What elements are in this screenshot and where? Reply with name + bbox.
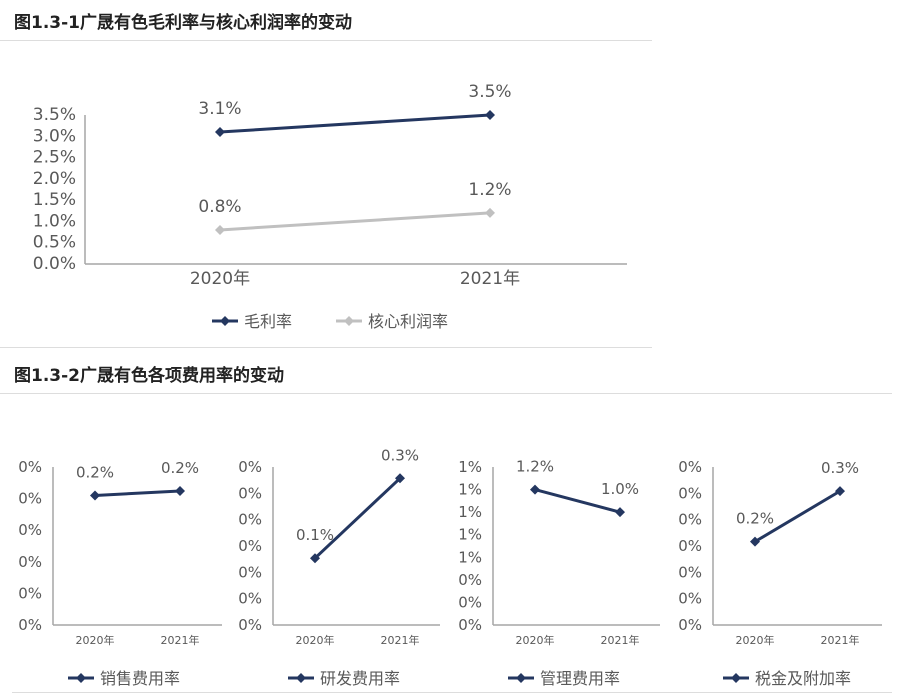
data-label: 3.1% (198, 99, 241, 119)
y-tick-label: 3.5% (33, 105, 76, 125)
legend-marker (296, 673, 306, 683)
y-tick-label: 0% (678, 590, 702, 608)
figure-title-1: 图1.3-1广晟有色毛利率与核心利润率的变动 (14, 13, 352, 33)
y-tick-label: 0% (18, 553, 42, 571)
legend-marker (731, 673, 741, 683)
y-tick-label: 0% (18, 521, 42, 539)
y-tick-label: 0% (238, 616, 262, 634)
data-label: 3.5% (468, 82, 511, 102)
series-line (313, 477, 402, 560)
data-label: 1.2% (516, 458, 554, 476)
x-tick-label: 2021年 (601, 633, 640, 647)
legend-label: 销售费用率 (100, 669, 180, 688)
y-tick-label: 1% (458, 548, 482, 566)
data-point-marker (530, 484, 540, 495)
x-tick-label: 2020年 (76, 633, 115, 647)
y-tick-label: 0% (678, 563, 702, 581)
divider (0, 393, 892, 394)
data-point-marker (90, 490, 100, 501)
data-point-marker (485, 207, 495, 218)
data-point-marker (485, 110, 495, 120)
x-tick-label: 2020年 (516, 633, 555, 647)
data-point-marker (310, 553, 320, 564)
data-label: 1.2% (468, 180, 511, 200)
y-tick-label: 3.0% (33, 126, 76, 146)
legend-label: 毛利率 (244, 312, 292, 331)
y-tick-label: 1.0% (33, 211, 76, 231)
legend-label: 税金及附加率 (755, 669, 851, 688)
y-tick-label: 0% (238, 458, 262, 476)
data-point-marker (395, 473, 405, 484)
series-line (534, 488, 621, 514)
y-tick-label: 0% (18, 616, 42, 634)
series-line (219, 211, 491, 232)
divider (12, 692, 892, 693)
data-label: 0.2% (161, 459, 199, 477)
y-tick-label: 0% (458, 593, 482, 611)
figure-title-2: 图1.3-2广晟有色各项费用率的变动 (14, 366, 284, 386)
x-tick-label: 2021年 (821, 633, 860, 647)
data-point-marker (175, 486, 185, 497)
y-tick-label: 1.5% (33, 190, 76, 210)
series-line (94, 489, 181, 497)
y-tick-label: 1% (458, 503, 482, 521)
data-point-marker (615, 507, 625, 518)
data-label: 1.0% (601, 480, 639, 498)
series-line (219, 113, 491, 134)
data-label: 0.3% (821, 459, 859, 477)
x-tick-label: 2021年 (161, 633, 200, 647)
series-line (754, 489, 841, 543)
x-tick-label: 2020年 (190, 269, 250, 289)
x-tick-label: 2020年 (736, 633, 775, 647)
x-tick-label: 2021年 (460, 269, 520, 289)
legend-label: 核心利润率 (368, 312, 448, 331)
divider (0, 40, 652, 41)
legend-marker (76, 673, 86, 683)
y-tick-label: 0% (238, 590, 262, 608)
y-tick-label: 1% (458, 458, 482, 476)
y-tick-label: 2.5% (33, 148, 76, 168)
y-tick-label: 1% (458, 481, 482, 499)
y-tick-label: 0% (678, 458, 702, 476)
y-tick-label: 0.0% (33, 254, 76, 274)
legend-label: 管理费用率 (540, 669, 620, 688)
data-point-marker (215, 127, 225, 138)
data-point-marker (835, 486, 845, 497)
y-tick-label: 0% (678, 537, 702, 555)
y-tick-label: 0% (18, 458, 42, 476)
divider (0, 347, 652, 348)
data-point-marker (215, 224, 225, 235)
y-tick-label: 0% (458, 616, 482, 634)
x-tick-label: 2021年 (381, 633, 420, 647)
y-tick-label: 0% (238, 563, 262, 581)
data-label: 0.8% (198, 197, 241, 217)
data-label: 0.3% (381, 446, 419, 464)
y-tick-label: 0% (18, 584, 42, 602)
y-tick-label: 0% (18, 490, 42, 508)
data-label: 0.2% (736, 510, 774, 528)
y-tick-label: 0.5% (33, 233, 76, 253)
y-tick-label: 0% (238, 537, 262, 555)
data-label: 0.2% (76, 463, 114, 481)
y-tick-label: 2.0% (33, 169, 76, 189)
y-tick-label: 0% (238, 484, 262, 502)
legend-marker (344, 316, 354, 326)
legend-marker (220, 316, 230, 326)
y-tick-label: 1% (458, 526, 482, 544)
y-tick-label: 0% (678, 484, 702, 502)
data-point-marker (750, 536, 760, 547)
y-tick-label: 0% (458, 571, 482, 589)
legend-label: 研发费用率 (320, 669, 400, 688)
y-tick-label: 0% (678, 511, 702, 529)
y-tick-label: 0% (238, 511, 262, 529)
legend-marker (516, 673, 526, 683)
y-tick-label: 0% (678, 616, 702, 634)
data-label: 0.1% (296, 526, 334, 544)
x-tick-label: 2020年 (296, 633, 335, 647)
